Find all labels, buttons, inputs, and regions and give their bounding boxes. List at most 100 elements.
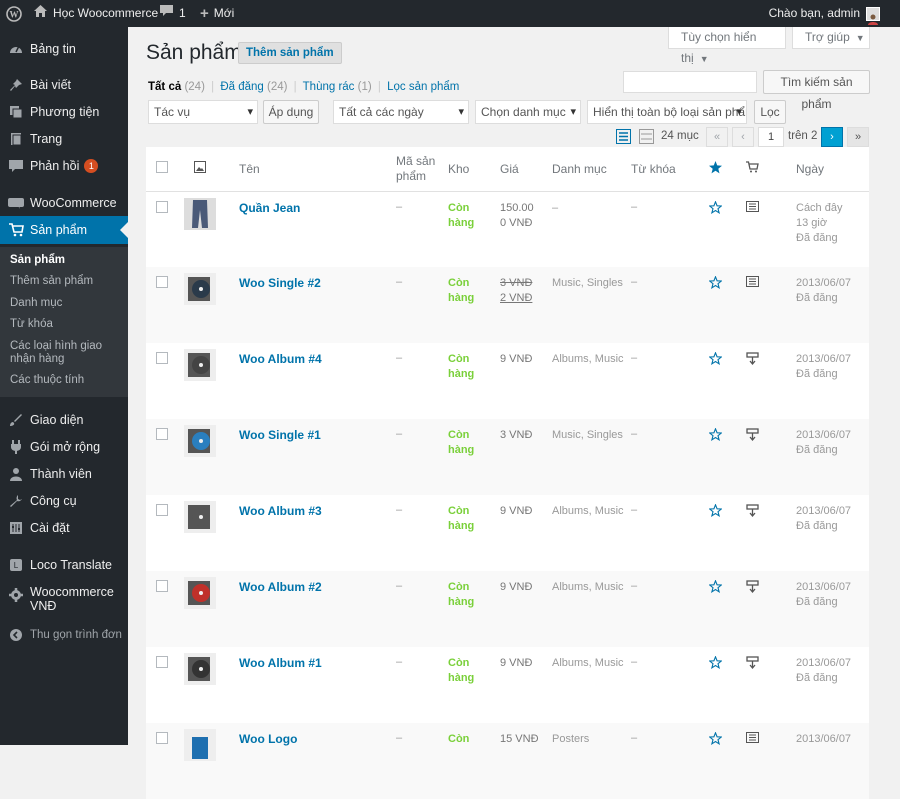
product-thumbnail[interactable] xyxy=(184,425,216,457)
date-line: 13 giờ xyxy=(796,216,828,229)
star-icon[interactable] xyxy=(708,655,723,672)
prev-page-button[interactable]: ‹ xyxy=(732,127,754,147)
submenu-all-products[interactable]: Sản phẩm xyxy=(10,254,65,266)
product-name-link[interactable]: Quần Jean xyxy=(239,200,301,215)
product-name-link[interactable]: Woo Album #2 xyxy=(239,580,322,594)
row-checkbox[interactable] xyxy=(156,580,168,592)
product-name-link[interactable]: Woo Album #1 xyxy=(239,656,322,670)
price: 15 VNĐ xyxy=(500,733,539,745)
collapse-menu-button[interactable]: Thu gọn trình đơn xyxy=(0,621,128,649)
date-filter-select[interactable]: Tất cả các ngày xyxy=(333,100,469,124)
product-thumbnail[interactable] xyxy=(184,577,216,609)
menu-posts[interactable]: Bài viết xyxy=(0,71,128,99)
submenu-shipping-classes[interactable]: Các loại hình giao nhận hàng xyxy=(10,340,103,365)
menu-woocommerce[interactable]: WooCommerce xyxy=(0,189,128,217)
star-icon[interactable] xyxy=(708,579,723,596)
submenu-categories[interactable]: Danh mục xyxy=(10,297,63,309)
row-checkbox[interactable] xyxy=(156,276,168,288)
help-button[interactable]: Trợ giúp ▼ xyxy=(792,27,870,49)
column-sku[interactable]: Mã sản phẩm xyxy=(396,147,448,192)
product-name-link[interactable]: Woo Album #4 xyxy=(239,352,322,366)
star-icon[interactable] xyxy=(708,503,723,520)
screen-options-button[interactable]: Tùy chọn hiển thị ▼ xyxy=(668,27,786,65)
excerpt-view-icon[interactable] xyxy=(639,129,654,147)
row-checkbox[interactable] xyxy=(156,352,168,364)
bulk-actions-select[interactable]: Tác vụ xyxy=(148,100,258,124)
product-name-link[interactable]: Woo Album #3 xyxy=(239,504,322,518)
wordpress-logo-icon[interactable]: W xyxy=(6,0,22,27)
admin-sidebar: Bảng tin Bài viết Phương tiện Trang Phản… xyxy=(0,27,128,745)
menu-media[interactable]: Phương tiện xyxy=(0,98,128,126)
product-name-link[interactable]: Woo Logo xyxy=(239,732,298,746)
product-thumbnail[interactable] xyxy=(184,653,216,685)
categories-cell: Albums, Music xyxy=(552,657,624,669)
menu-loco-translate[interactable]: L Loco Translate xyxy=(0,551,128,579)
star-icon[interactable] xyxy=(708,275,723,292)
product-thumbnail[interactable] xyxy=(184,501,216,533)
product-thumbnail[interactable] xyxy=(184,197,216,230)
filter-all[interactable]: Tất cả xyxy=(148,81,182,93)
column-price[interactable]: Giá xyxy=(500,147,552,192)
product-thumbnail[interactable] xyxy=(184,729,216,761)
comments-link[interactable]: 1 xyxy=(160,0,186,27)
filter-trash[interactable]: Thùng rác xyxy=(302,81,355,93)
category-filter-select[interactable]: Chọn danh mục xyxy=(475,100,581,124)
filter-sort-products[interactable]: Lọc sản phẩm xyxy=(387,81,460,93)
row-checkbox[interactable] xyxy=(156,732,168,744)
star-icon[interactable] xyxy=(709,160,722,177)
star-icon[interactable] xyxy=(708,351,723,368)
date-line: Đã đăng xyxy=(796,368,838,380)
categories-cell: Music, Singles xyxy=(552,277,623,289)
menu-appearance[interactable]: Giao diện xyxy=(0,406,128,434)
row-checkbox[interactable] xyxy=(156,504,168,516)
column-date[interactable]: Ngày xyxy=(796,147,869,192)
translate-icon: L xyxy=(8,557,24,573)
apply-button[interactable]: Áp dụng xyxy=(263,100,319,124)
column-name[interactable]: Tên xyxy=(239,147,396,192)
star-icon[interactable] xyxy=(708,731,723,748)
submenu-tags[interactable]: Từ khóa xyxy=(10,318,53,330)
next-page-button[interactable]: › xyxy=(821,127,843,147)
menu-plugins[interactable]: Gói mở rộng xyxy=(0,433,128,461)
product-name-link[interactable]: Woo Single #1 xyxy=(239,428,321,442)
my-account-link[interactable]: Chào bạn, admin xyxy=(769,0,880,27)
menu-tools[interactable]: Công cụ xyxy=(0,487,128,515)
current-page-input[interactable]: 1 xyxy=(758,127,784,147)
site-name-link[interactable]: Học Woocommerce xyxy=(34,0,158,27)
search-products-button[interactable]: Tìm kiếm sản phẩm xyxy=(763,70,870,111)
menu-comments[interactable]: Phản hồi 1 xyxy=(0,152,128,180)
star-icon[interactable] xyxy=(708,199,723,217)
search-input[interactable] xyxy=(623,71,757,93)
filter-button[interactable]: Lọc xyxy=(754,100,786,124)
first-page-button[interactable]: « xyxy=(706,127,728,147)
filter-published[interactable]: Đã đăng xyxy=(220,81,264,93)
submenu-attributes[interactable]: Các thuộc tính xyxy=(10,374,85,386)
row-checkbox[interactable] xyxy=(156,428,168,440)
menu-products[interactable]: Sản phẩm xyxy=(0,216,128,244)
main-content: Tùy chọn hiển thị ▼ Trợ giúp ▼ Sản phẩm Th… xyxy=(128,27,900,799)
add-product-button[interactable]: Thêm sản phẩm xyxy=(238,42,342,64)
product-type-icon xyxy=(746,200,759,216)
product-type-select[interactable]: Hiển thị toàn bộ loại sản phẩm xyxy=(587,100,747,124)
product-name-link[interactable]: Woo Single #2 xyxy=(239,276,321,290)
product-thumbnail[interactable] xyxy=(184,273,216,305)
product-thumbnail[interactable] xyxy=(184,349,216,381)
last-page-button[interactable]: » xyxy=(847,127,869,147)
new-content-link[interactable]: + Mới xyxy=(200,0,234,27)
list-view-icon[interactable] xyxy=(616,129,631,147)
menu-woocommerce-vnd[interactable]: Woocommerce VNĐ xyxy=(0,585,128,619)
comment-icon xyxy=(160,0,173,27)
star-icon[interactable] xyxy=(708,427,723,444)
product-type-icon xyxy=(746,352,759,368)
menu-users[interactable]: Thành viên xyxy=(0,460,128,488)
chevron-down-icon: ▼ xyxy=(699,54,709,64)
sku-cell: – xyxy=(396,504,403,516)
menu-dashboard[interactable]: Bảng tin xyxy=(0,35,128,63)
menu-settings[interactable]: Cài đặt xyxy=(0,514,128,542)
tags-cell: – xyxy=(631,580,638,592)
menu-pages[interactable]: Trang xyxy=(0,125,128,153)
row-checkbox[interactable] xyxy=(156,656,168,668)
row-checkbox[interactable] xyxy=(156,200,168,213)
submenu-add-product[interactable]: Thêm sản phẩm xyxy=(10,275,94,287)
select-all-checkbox[interactable] xyxy=(156,161,168,174)
